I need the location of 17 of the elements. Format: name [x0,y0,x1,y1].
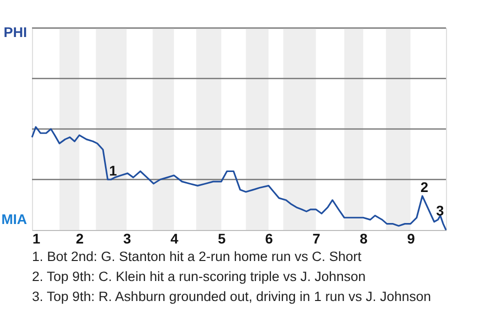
x-tick-label: 8 [360,230,368,246]
x-tick-label: 6 [265,230,274,246]
x-tick-label: 7 [312,230,320,246]
x-tick-label: 3 [123,230,132,246]
annotation: 1 [109,162,118,178]
text: PHI [4,24,27,40]
x-tick-label: 9 [407,230,416,246]
annotation: 3 [436,202,444,219]
text: 2. Top 9th: C. Klein hit a run-scoring triple vs J. Johnson [32,269,366,284]
x-tick-label: 2 [76,230,84,246]
x-tick-label: 4 [170,230,179,246]
x-tick-label: 5 [218,230,226,246]
text: 1. Bot 2nd: G. Stanton hit a 2-run home run vs C. Short [32,249,362,264]
text: 3. Top 9th: R. Ashburn grounded out, driving in 1 run vs J. Johnson [32,289,432,304]
text: MIA [1,211,27,227]
x-tick-label: 1 [32,230,40,246]
annotation: 2 [420,178,428,195]
